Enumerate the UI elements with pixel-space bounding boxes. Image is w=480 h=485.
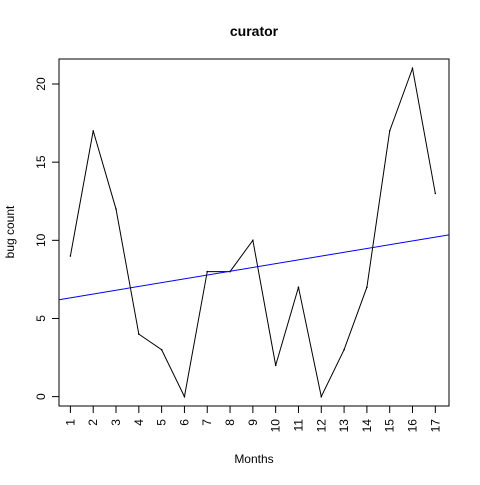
y-axis-label: bug count <box>3 205 17 258</box>
x-tick-label: 8 <box>223 419 237 426</box>
x-tick-label: 6 <box>177 419 191 426</box>
x-tick-label: 7 <box>200 419 214 426</box>
x-axis-label: Months <box>234 452 273 466</box>
x-tick-label: 4 <box>132 419 146 426</box>
y-tick-label: 5 <box>34 315 48 322</box>
y-tick-label: 0 <box>34 393 48 400</box>
data-point <box>343 349 345 351</box>
x-tick-label: 12 <box>314 419 328 433</box>
data-point <box>92 130 94 132</box>
y-tick-label: 10 <box>34 233 48 247</box>
data-point <box>161 349 163 351</box>
data-point <box>366 286 368 288</box>
chart-title: curator <box>230 23 279 39</box>
data-point <box>435 193 437 195</box>
x-tick-label: 2 <box>86 419 100 426</box>
data-point <box>70 255 72 257</box>
x-tick-label: 14 <box>360 419 374 433</box>
x-tick-label: 9 <box>246 419 260 426</box>
x-tick-label: 1 <box>63 419 77 426</box>
y-tick-label: 20 <box>34 77 48 91</box>
data-point <box>206 271 208 273</box>
y-tick-label: 15 <box>34 155 48 169</box>
x-tick-label: 15 <box>383 419 397 433</box>
x-tick-label: 13 <box>337 419 351 433</box>
x-tick-label: 11 <box>291 419 305 432</box>
data-point <box>252 240 254 242</box>
x-tick-label: 17 <box>428 419 442 433</box>
data-point <box>184 396 186 398</box>
data-point <box>138 333 140 335</box>
data-point <box>115 208 117 210</box>
data-point <box>298 286 300 288</box>
data-point <box>275 365 277 367</box>
x-tick-label: 16 <box>406 419 420 433</box>
x-tick-label: 5 <box>155 419 169 426</box>
x-tick-label: 3 <box>109 419 123 426</box>
x-tick-label: 10 <box>269 419 283 433</box>
data-point <box>389 130 391 132</box>
data-point <box>412 68 414 70</box>
data-point <box>320 396 322 398</box>
